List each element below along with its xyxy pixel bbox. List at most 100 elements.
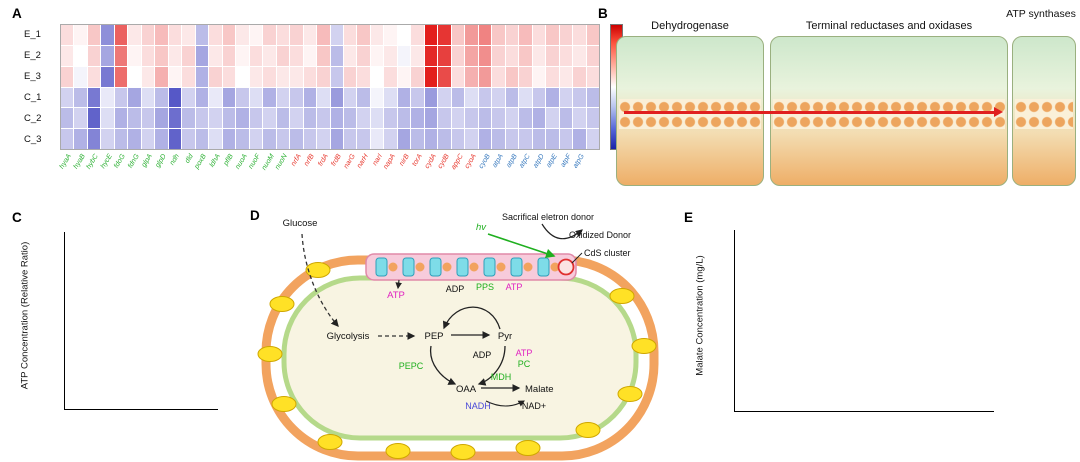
heatmap-row-label: C_2 — [24, 113, 42, 124]
heatmap-cell — [141, 25, 155, 45]
heatmap-cell — [74, 66, 87, 87]
donor-oxidation-arrow — [541, 223, 583, 240]
heatmap-cell — [263, 129, 276, 149]
heatmap-cell — [546, 129, 559, 149]
heatmap-cell — [290, 87, 303, 108]
heatmap-cell — [532, 108, 546, 129]
heatmap-cell — [397, 45, 411, 66]
oxidized-donor-label: Oxidized Donor — [569, 230, 631, 240]
heatmap-cell — [195, 129, 209, 149]
gene-label: atpF — [559, 153, 573, 169]
heatmap-cell — [276, 108, 290, 129]
heatmap-cell — [573, 25, 586, 45]
heatmap-cell — [87, 45, 101, 66]
heatmap-cell — [573, 66, 586, 87]
heatmap-cell — [546, 87, 559, 108]
heatmap-cell — [397, 25, 411, 45]
heatmap-cell — [303, 66, 317, 87]
heatmap-cell — [317, 45, 330, 66]
heatmap-cell — [249, 66, 263, 87]
heatmap-cell — [546, 25, 559, 45]
heatmap-cell — [505, 108, 519, 129]
panel-e: E Malate Concentration (mg/L) — [682, 210, 1078, 460]
panel-c-plot — [64, 232, 218, 410]
gene-label: cydA — [423, 153, 438, 170]
heatmap-cell — [397, 129, 411, 149]
heatmap-cell — [317, 129, 330, 149]
heatmap-cell — [397, 108, 411, 129]
heatmap-cell — [586, 87, 599, 108]
hv-label: hv — [476, 222, 487, 233]
heatmap-cell — [114, 129, 128, 149]
heatmap-cell — [182, 87, 195, 108]
sacrificial-donor-label: Sacrifical eletron donor — [502, 212, 594, 222]
heatmap-cell — [478, 25, 492, 45]
inner-membrane — [281, 275, 639, 441]
panel-d-label: D — [250, 208, 260, 223]
heatmap-cell — [424, 129, 438, 149]
atp-pps-label: ATP — [506, 282, 523, 292]
gene-label: glpA — [140, 153, 154, 169]
heatmap-cell — [573, 108, 586, 129]
gene-label: narI — [371, 153, 384, 167]
heatmap-cell — [330, 45, 343, 66]
pep-to-oaa-arrow — [429, 345, 457, 385]
panel-a-label: A — [12, 6, 22, 21]
heatmap-cell — [276, 87, 290, 108]
heatmap-cell — [249, 45, 263, 66]
heatmap-cell — [478, 66, 492, 87]
heatmap-cell — [559, 45, 573, 66]
heatmap-cell — [87, 108, 101, 129]
panel-b-label: B — [598, 6, 608, 21]
cds-cluster-pointer — [571, 252, 583, 264]
heatmap-cell — [317, 87, 330, 108]
heatmap-cell — [357, 108, 370, 129]
heatmap-cell — [141, 129, 155, 149]
heatmap-cell — [532, 87, 546, 108]
heatmap-gene-labels: hyaA hyaB hybC hycE fdoG fdnG glpA glpD ndh dld po… — [59, 152, 620, 184]
heatmap-cell — [384, 45, 397, 66]
electron-flow-arrowhead — [994, 107, 1003, 117]
panel-d: D — [248, 208, 678, 462]
heatmap-cell — [438, 87, 451, 108]
heatmap-cell — [222, 45, 236, 66]
nadh-label: NADH — [465, 401, 491, 411]
heatmap-cell — [74, 108, 87, 129]
cds-cluster-label: CdS cluster — [584, 248, 631, 258]
heatmap-cell — [357, 87, 370, 108]
heatmap-cell — [438, 45, 451, 66]
heatmap-cell — [209, 87, 222, 108]
heatmap-cell — [465, 108, 478, 129]
mdh-label: MDH — [491, 372, 512, 382]
heatmap-cell — [357, 66, 370, 87]
gene-label: atpE — [545, 153, 559, 169]
heatmap-cell — [74, 129, 87, 149]
lipid-bilayer — [773, 99, 1005, 129]
heatmap-cell — [101, 108, 114, 129]
heatmap-cell — [128, 45, 141, 66]
heatmap-cell — [465, 66, 478, 87]
heatmap-cell — [61, 25, 74, 45]
heatmap-cell — [451, 66, 465, 87]
pyr-to-oaa-arrow — [477, 345, 506, 386]
cds-strip-circles — [388, 262, 560, 272]
heatmap-cell — [478, 87, 492, 108]
section-title-terminal: Terminal reductases and oxidases — [805, 20, 973, 32]
heatmap-cell — [141, 108, 155, 129]
heatmap-cell — [222, 25, 236, 45]
heatmap-cell — [114, 25, 128, 45]
heatmap-cell — [317, 25, 330, 45]
panel-c-y-axis-label: ATP Concentration (Relative Ratio) — [19, 241, 31, 390]
heatmap-cell — [586, 108, 599, 129]
heatmap-cell — [155, 25, 168, 45]
heatmap-cell — [478, 108, 492, 129]
heatmap-cell — [155, 108, 168, 129]
panel-e-plot — [734, 230, 994, 412]
heatmap-cell — [586, 25, 599, 45]
heatmap-cell — [370, 66, 384, 87]
lipid-bilayer — [1015, 99, 1073, 129]
heatmap-cell — [411, 129, 424, 149]
heatmap-cell — [276, 129, 290, 149]
heatmap-cell — [101, 129, 114, 149]
